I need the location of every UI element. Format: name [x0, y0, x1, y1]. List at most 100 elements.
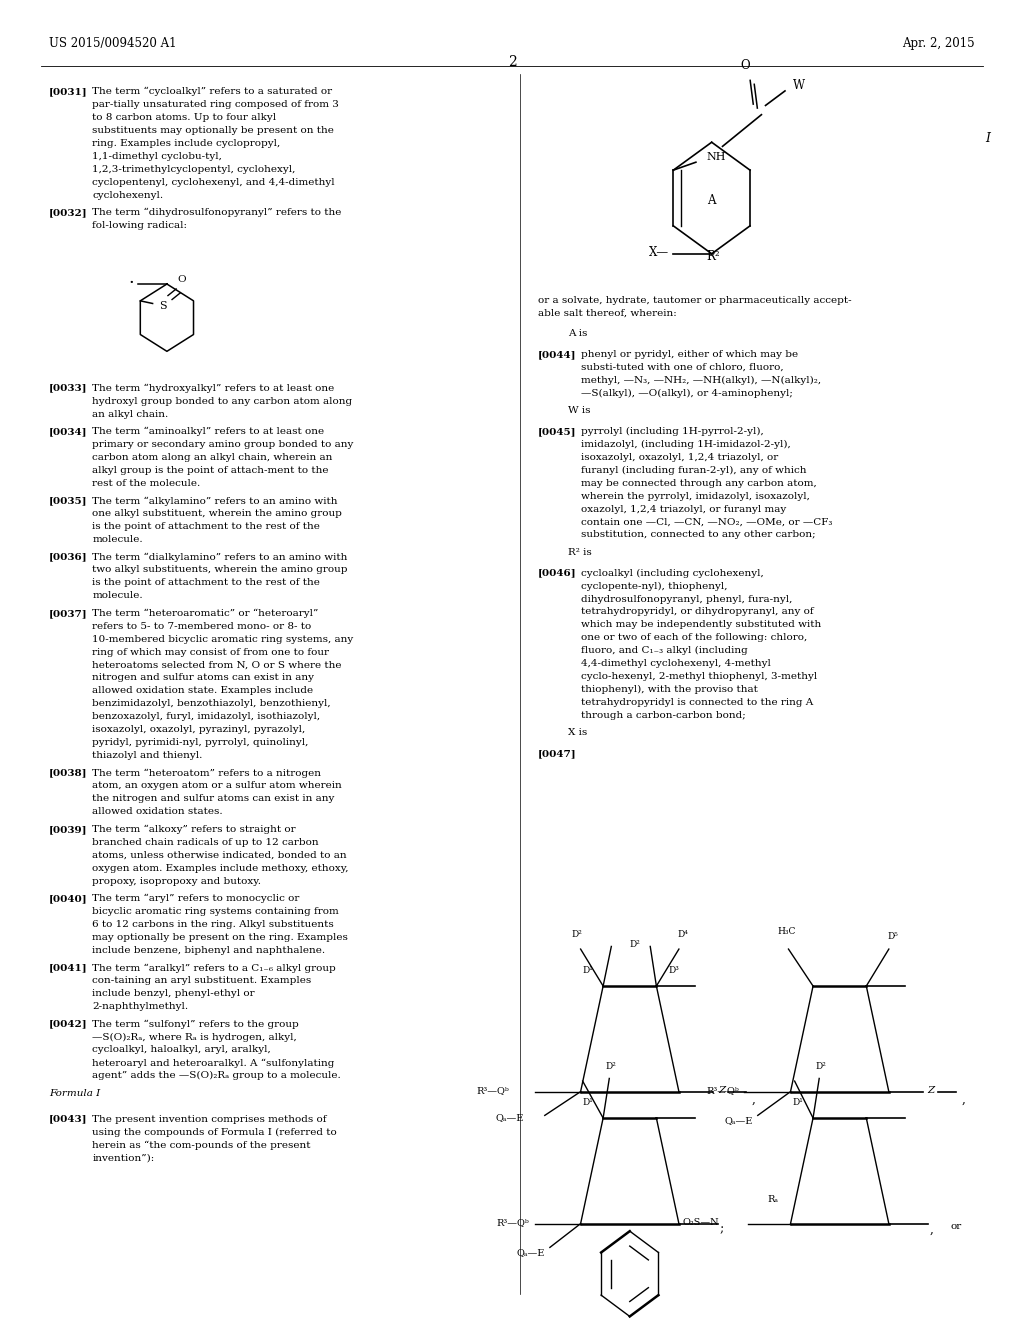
Text: [0043]: [0043]	[49, 1114, 88, 1123]
Text: The term “heteroatom” refers to a nitrogen: The term “heteroatom” refers to a nitrog…	[92, 768, 322, 777]
Text: [0033]: [0033]	[49, 384, 88, 392]
Text: con-taining an aryl substituent. Examples: con-taining an aryl substituent. Example…	[92, 977, 311, 985]
Text: the nitrogen and sulfur atoms can exist in any: the nitrogen and sulfur atoms can exist …	[92, 795, 335, 804]
Text: using the compounds of Formula I (referred to: using the compounds of Formula I (referr…	[92, 1127, 337, 1137]
Text: atom, an oxygen atom or a sulfur atom wherein: atom, an oxygen atom or a sulfur atom wh…	[92, 781, 342, 791]
Text: The term “cycloalkyl” refers to a saturated or: The term “cycloalkyl” refers to a satura…	[92, 87, 332, 96]
Text: ring of which may consist of from one to four: ring of which may consist of from one to…	[92, 648, 329, 656]
Text: R³—Qᵇ: R³—Qᵇ	[707, 1086, 739, 1094]
Text: agent” adds the —S(O)₂Rₐ group to a molecule.: agent” adds the —S(O)₂Rₐ group to a mole…	[92, 1072, 341, 1080]
Text: The term “aryl” refers to monocyclic or: The term “aryl” refers to monocyclic or	[92, 894, 300, 903]
Text: molecule.: molecule.	[92, 535, 142, 544]
Text: [0047]: [0047]	[538, 748, 577, 758]
Text: may be connected through any carbon atom,: may be connected through any carbon atom…	[581, 479, 816, 487]
Text: nitrogen and sulfur atoms can exist in any: nitrogen and sulfur atoms can exist in a…	[92, 673, 314, 682]
Text: D¹: D¹	[793, 1098, 803, 1106]
Text: bicyclic aromatic ring systems containing from: bicyclic aromatic ring systems containin…	[92, 907, 339, 916]
Text: two alkyl substituents, wherein the amino group: two alkyl substituents, wherein the amin…	[92, 565, 348, 574]
Text: fol-lowing radical:: fol-lowing radical:	[92, 220, 187, 230]
Text: tetrahydropyridyl is connected to the ring A: tetrahydropyridyl is connected to the ri…	[581, 698, 813, 708]
Text: phenyl or pyridyl, either of which may be: phenyl or pyridyl, either of which may b…	[581, 350, 798, 359]
Text: alkyl group is the point of attach-ment to the: alkyl group is the point of attach-ment …	[92, 466, 329, 475]
Text: D¹: D¹	[583, 1098, 593, 1106]
Text: cyclohexenyl.: cyclohexenyl.	[92, 190, 163, 199]
Text: methyl, —N₃, —NH₂, —NH(alkyl), —N(alkyl)₂,: methyl, —N₃, —NH₂, —NH(alkyl), —N(alkyl)…	[581, 376, 820, 385]
Text: cyclopente-nyl), thiophenyl,: cyclopente-nyl), thiophenyl,	[581, 582, 727, 590]
Text: oxygen atom. Examples include methoxy, ethoxy,: oxygen atom. Examples include methoxy, e…	[92, 863, 348, 873]
Text: Z: Z	[928, 1086, 935, 1094]
Text: isoxazolyl, oxazolyl, 1,2,4 triazolyl, or: isoxazolyl, oxazolyl, 1,2,4 triazolyl, o…	[581, 453, 778, 462]
Text: allowed oxidation states.: allowed oxidation states.	[92, 808, 223, 816]
Text: W: W	[794, 79, 805, 92]
Text: cycloalkyl (including cyclohexenyl,: cycloalkyl (including cyclohexenyl,	[581, 569, 763, 578]
Text: to 8 carbon atoms. Up to four alkyl: to 8 carbon atoms. Up to four alkyl	[92, 114, 276, 121]
Text: [0032]: [0032]	[49, 209, 88, 216]
Text: 1,2,3-trimethylcyclopentyl, cyclohexyl,: 1,2,3-trimethylcyclopentyl, cyclohexyl,	[92, 165, 296, 174]
Text: propoxy, isopropoxy and butoxy.: propoxy, isopropoxy and butoxy.	[92, 876, 261, 886]
Text: R²: R²	[707, 249, 720, 263]
Text: NH: NH	[707, 152, 726, 162]
Text: X—: X—	[648, 246, 669, 259]
Text: ;: ;	[720, 1222, 724, 1236]
Text: W is: W is	[568, 407, 591, 416]
Text: an alkyl chain.: an alkyl chain.	[92, 409, 168, 418]
Text: through a carbon-carbon bond;: through a carbon-carbon bond;	[581, 711, 745, 719]
Text: [0031]: [0031]	[49, 87, 88, 96]
Text: primary or secondary amino group bonded to any: primary or secondary amino group bonded …	[92, 440, 353, 449]
Text: cycloalkyl, haloalkyl, aryl, aralkyl,: cycloalkyl, haloalkyl, aryl, aralkyl,	[92, 1045, 271, 1055]
Text: Qₐ—E: Qₐ—E	[496, 1114, 524, 1122]
Text: D³: D³	[669, 966, 680, 974]
Text: [0044]: [0044]	[538, 350, 577, 359]
Text: H₃C: H₃C	[777, 927, 796, 936]
Text: 2: 2	[508, 55, 516, 70]
Text: wherein the pyrrolyl, imidazolyl, isoxazolyl,: wherein the pyrrolyl, imidazolyl, isoxaz…	[581, 491, 810, 500]
Text: Rₐ: Rₐ	[767, 1196, 778, 1204]
Text: Z: Z	[718, 1086, 725, 1094]
Text: Apr. 2, 2015: Apr. 2, 2015	[902, 37, 975, 50]
Text: is the point of attachment to the rest of the: is the point of attachment to the rest o…	[92, 523, 321, 531]
Text: able salt thereof, wherein:: able salt thereof, wherein:	[538, 309, 676, 318]
Text: one or two of each of the following: chloro,: one or two of each of the following: chl…	[581, 634, 807, 643]
Text: cyclo-hexenyl, 2-methyl thiophenyl, 3-methyl: cyclo-hexenyl, 2-methyl thiophenyl, 3-me…	[581, 672, 817, 681]
Text: include benzene, biphenyl and naphthalene.: include benzene, biphenyl and naphthalen…	[92, 945, 326, 954]
Text: ring. Examples include cyclopropyl,: ring. Examples include cyclopropyl,	[92, 139, 281, 148]
Text: imidazolyl, (including 1H-imidazol-2-yl),: imidazolyl, (including 1H-imidazol-2-yl)…	[581, 440, 791, 449]
Text: may optionally be present on the ring. Examples: may optionally be present on the ring. E…	[92, 933, 348, 941]
Text: O: O	[740, 59, 750, 73]
Text: [0034]: [0034]	[49, 426, 88, 436]
Text: [0038]: [0038]	[49, 768, 88, 777]
Text: refers to 5- to 7-membered mono- or 8- to: refers to 5- to 7-membered mono- or 8- t…	[92, 622, 311, 631]
Text: thiophenyl), with the proviso that: thiophenyl), with the proviso that	[581, 685, 758, 694]
Text: or a solvate, hydrate, tautomer or pharmaceutically accept-: or a solvate, hydrate, tautomer or pharm…	[538, 296, 851, 305]
Text: The term “alkoxy” refers to straight or: The term “alkoxy” refers to straight or	[92, 825, 296, 834]
Text: or: or	[950, 1222, 962, 1230]
Text: —S(O)₂Rₐ, where Rₐ is hydrogen, alkyl,: —S(O)₂Rₐ, where Rₐ is hydrogen, alkyl,	[92, 1032, 297, 1041]
Text: allowed oxidation state. Examples include: allowed oxidation state. Examples includ…	[92, 686, 313, 696]
Text: D⁴: D⁴	[678, 929, 688, 939]
Text: The present invention comprises methods of: The present invention comprises methods …	[92, 1114, 327, 1123]
Text: cyclopentenyl, cyclohexenyl, and 4,4-dimethyl: cyclopentenyl, cyclohexenyl, and 4,4-dim…	[92, 178, 335, 186]
Text: [0045]: [0045]	[538, 426, 577, 436]
Text: pyrrolyl (including 1H-pyrrol-2-yl),: pyrrolyl (including 1H-pyrrol-2-yl),	[581, 426, 763, 436]
Text: par-tially unsaturated ring composed of from 3: par-tially unsaturated ring composed of …	[92, 100, 339, 110]
Text: substitution, connected to any other carbon;: substitution, connected to any other car…	[581, 531, 815, 540]
Text: which may be independently substituted with: which may be independently substituted w…	[581, 620, 821, 630]
Text: The term “dialkylamino” refers to an amino with: The term “dialkylamino” refers to an ami…	[92, 553, 347, 562]
Text: D⁵: D⁵	[888, 932, 898, 941]
Text: ·: ·	[128, 273, 134, 292]
Text: ,: ,	[930, 1222, 934, 1236]
Text: herein as “the com-pounds of the present: herein as “the com-pounds of the present	[92, 1140, 310, 1150]
Text: Formula I: Formula I	[49, 1089, 100, 1098]
Text: include benzyl, phenyl-ethyl or: include benzyl, phenyl-ethyl or	[92, 989, 255, 998]
Text: R³—Qᵇ: R³—Qᵇ	[497, 1218, 529, 1226]
Text: The term “sulfonyl” refers to the group: The term “sulfonyl” refers to the group	[92, 1019, 299, 1028]
Text: [0037]: [0037]	[49, 609, 88, 618]
Text: contain one —Cl, —CN, —NO₂, —OMe, or —CF₃: contain one —Cl, —CN, —NO₂, —OMe, or —CF…	[581, 517, 831, 527]
Text: furanyl (including furan-2-yl), any of which: furanyl (including furan-2-yl), any of w…	[581, 466, 806, 475]
Text: [0036]: [0036]	[49, 553, 88, 561]
Text: US 2015/0094520 A1: US 2015/0094520 A1	[49, 37, 177, 50]
Text: heteroatoms selected from N, O or S where the: heteroatoms selected from N, O or S wher…	[92, 660, 342, 669]
Text: Qₐ—E: Qₐ—E	[516, 1249, 545, 1257]
Text: Qₐ—E: Qₐ—E	[724, 1117, 753, 1125]
Text: [0039]: [0039]	[49, 825, 88, 834]
